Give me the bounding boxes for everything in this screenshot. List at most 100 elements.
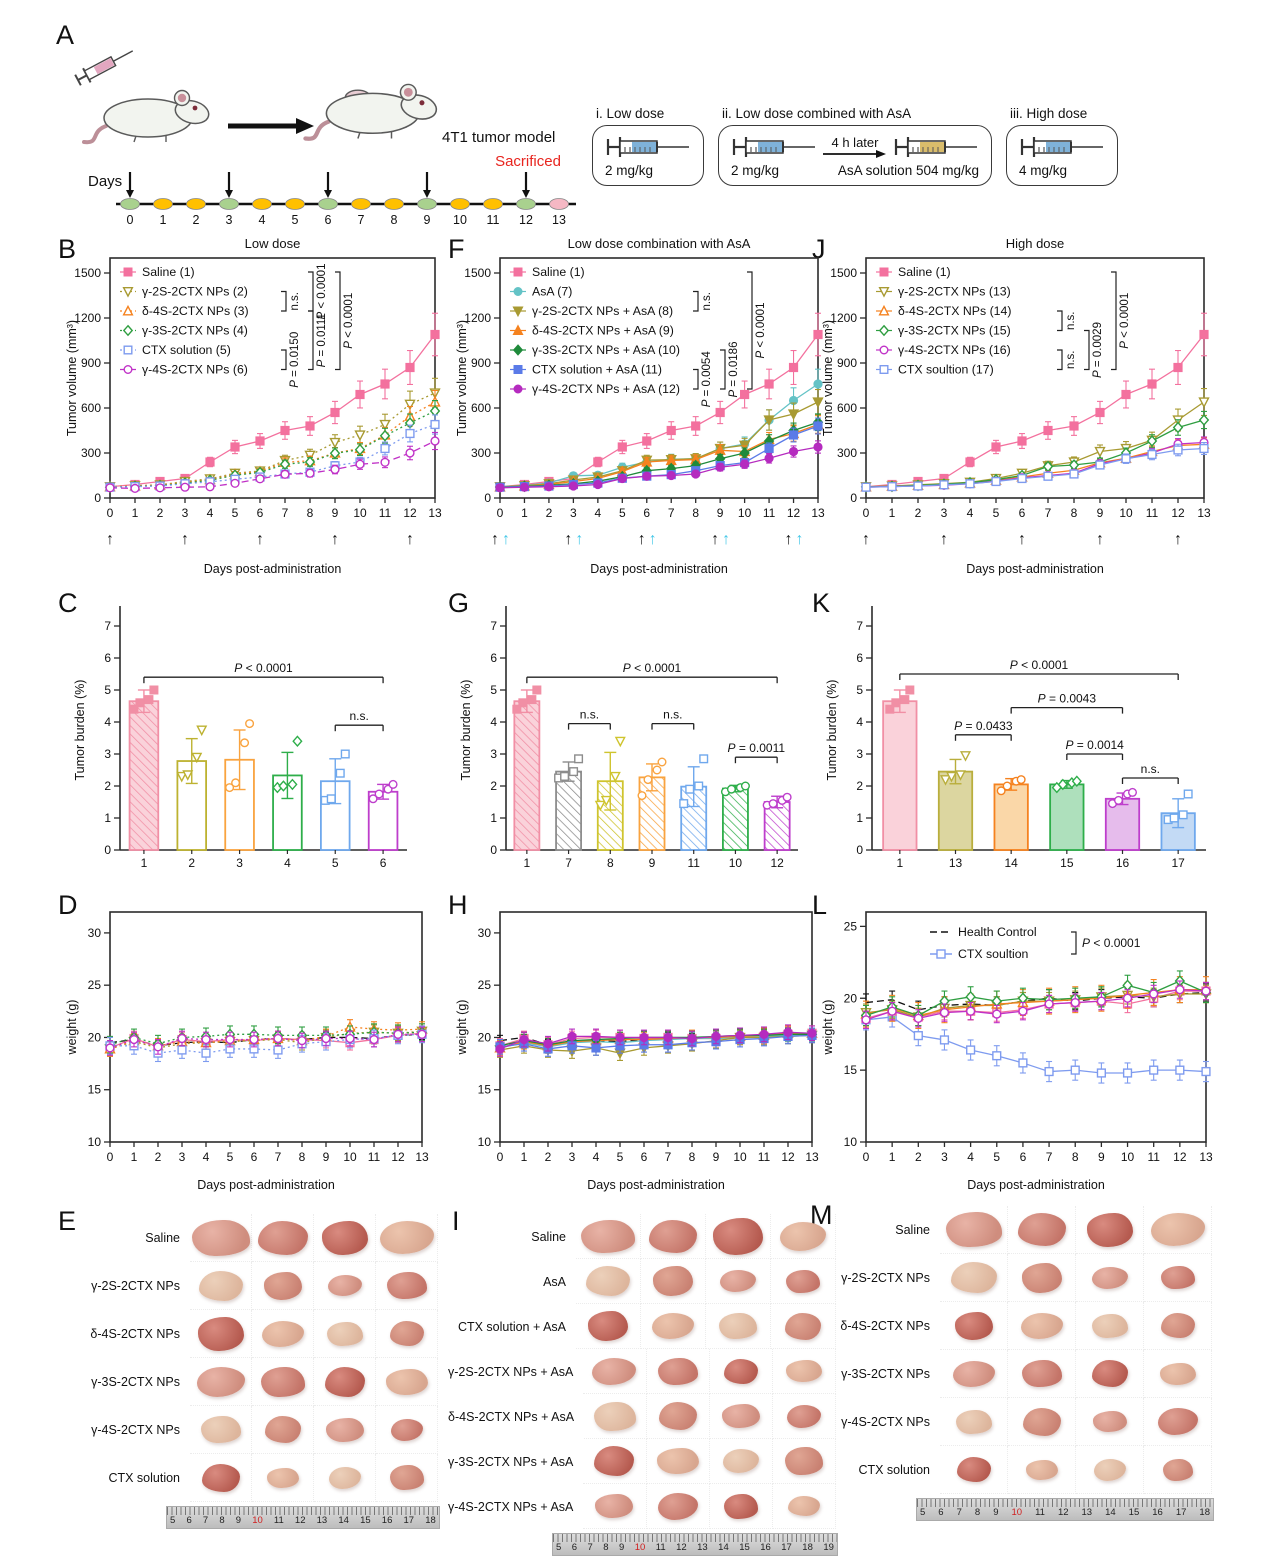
svg-text:10: 10 <box>738 506 752 520</box>
legend-item: γ-4S-2CTX NPs (16) <box>876 343 1011 357</box>
panel-b-tumor-volume-chart: 0 300 600 900 1200 1500 0 1 2 3 4 5 6 7 8 9 10 11 12 13 Low … <box>62 232 447 585</box>
series-γ-4S-2CTX NPs <box>861 980 1211 1029</box>
panel-m-tumor-photos: Saline γ-2S-2CTX NPs δ-4S-2CTX NPs γ-3S-2CT… <box>812 1206 1214 1521</box>
tumor-photo <box>1017 1213 1066 1246</box>
photo-cell <box>252 1406 314 1454</box>
bar <box>555 770 582 851</box>
legend-item: Health Control <box>930 925 1037 939</box>
timeline-day-number: 6 <box>325 213 332 226</box>
timeline-day-number: 9 <box>424 213 431 226</box>
dose-box: 4 h later 2 mg/kg AsA solution 504 mg/kg <box>718 125 992 186</box>
syringe-icon <box>732 137 815 157</box>
svg-text:7: 7 <box>282 506 289 520</box>
tumor-photo <box>1093 1458 1126 1481</box>
ruler-number: 6 <box>186 1515 192 1526</box>
svg-text:Saline (1): Saline (1) <box>532 265 585 279</box>
tumor-photo <box>785 1360 822 1382</box>
bar-category-label: 15 <box>1060 856 1074 870</box>
svg-text:1: 1 <box>132 506 139 520</box>
timeline-day-oval <box>153 198 173 210</box>
y-axis-label: Tumor burden (%) <box>459 680 473 781</box>
y-axis-label: weight (g) <box>821 1000 835 1056</box>
svg-text:3: 3 <box>856 747 863 761</box>
bar-category-label: 1 <box>524 856 531 870</box>
tumor-photo <box>950 1262 997 1293</box>
tumor-photo <box>198 1270 243 1301</box>
photo-cell <box>940 1350 1008 1398</box>
svg-text:CTX solution (5): CTX solution (5) <box>142 343 231 357</box>
photo-cell <box>772 1439 837 1484</box>
injection-arrow: ↑ <box>502 531 510 548</box>
stat-bracket <box>281 290 287 312</box>
svg-text:8: 8 <box>689 1150 696 1164</box>
photo-cell <box>376 1262 438 1310</box>
stat-bracket: n.s. <box>651 708 695 730</box>
tumor-photo <box>653 1266 693 1296</box>
tumor-photo <box>1160 1313 1195 1338</box>
bar-category-label: 7 <box>565 856 572 870</box>
photo-cell <box>1008 1446 1076 1494</box>
injection-arrow: ↑ <box>711 531 719 548</box>
tumor-photo-row: γ-3S-2CTX NPs + AsA <box>448 1439 837 1484</box>
photo-cell <box>314 1358 376 1406</box>
photo-cell <box>190 1358 252 1406</box>
bar-category-label: 10 <box>729 856 743 870</box>
svg-text:11: 11 <box>1146 506 1159 520</box>
svg-text:3: 3 <box>490 747 497 761</box>
ruler: 5 6 7 8 9 10 11 12 13 14 15 16 17 18 <box>166 1506 440 1529</box>
svg-text:9: 9 <box>332 506 339 520</box>
injection-arrow: ↑ <box>106 531 114 548</box>
legend-item: γ-4S-2CTX NPs + AsA (12) <box>510 382 680 396</box>
svg-text:P = 0.0150: P = 0.0150 <box>289 332 301 388</box>
panel-j-tumor-volume-chart: 0 300 600 900 1200 1500 0 1 2 3 4 5 6 7 8 9 10 11 12 13 High… <box>818 232 1216 585</box>
photo-cell <box>252 1262 314 1310</box>
svg-text:3: 3 <box>179 1150 186 1164</box>
tumor-photo <box>201 1463 240 1492</box>
svg-text:6: 6 <box>490 651 497 665</box>
svg-text:15: 15 <box>88 1083 102 1097</box>
photo-cell <box>190 1262 252 1310</box>
bar-category-label: 5 <box>332 856 339 870</box>
ruler-number: 9 <box>235 1515 242 1526</box>
tumor-photo-row: CTX solution + AsA <box>448 1304 836 1349</box>
panel-g-tumor-burden-chart: 0 1 2 3 4 5 6 7 Tumor burden (%) 1 7 8 9 11 10 12 P < 0.… <box>456 598 806 885</box>
svg-text:12: 12 <box>391 1150 405 1164</box>
svg-text:4: 4 <box>856 715 863 729</box>
tumor-photo <box>954 1311 993 1340</box>
tumor-photo-row: γ-4S-2CTX NPs <box>62 1406 438 1454</box>
tumor-photo <box>1021 1262 1062 1293</box>
tumor-group-label: δ-4S-2CTX NPs <box>840 1319 930 1333</box>
photo-cell <box>314 1214 376 1262</box>
stat-bracket: n.s. <box>1121 762 1179 784</box>
panel-letter-e: E <box>58 1206 77 1236</box>
x-axis-label: Days post-administration <box>590 562 728 576</box>
tumor-photo <box>1020 1312 1063 1339</box>
svg-text:P = 0.0433: P = 0.0433 <box>954 719 1013 733</box>
svg-text:12: 12 <box>781 1150 795 1164</box>
svg-text:0: 0 <box>497 1150 504 1164</box>
timeline-day-oval <box>252 198 272 210</box>
ruler-ticks <box>167 1507 439 1515</box>
svg-text:12: 12 <box>403 506 417 520</box>
arrow-icon <box>823 149 886 158</box>
legend-item: AsA (7) <box>510 285 572 299</box>
photo-cell <box>772 1349 837 1394</box>
svg-text:600: 600 <box>81 401 101 415</box>
ruler-number: 5 <box>170 1515 176 1526</box>
tumor-group-label: γ-3S-2CTX NPs + AsA <box>448 1454 574 1469</box>
photo-cell <box>641 1259 706 1304</box>
tumor-photo <box>263 1271 302 1300</box>
svg-text:2: 2 <box>545 1150 552 1164</box>
tumor-photo <box>649 1219 697 1253</box>
svg-text:20: 20 <box>844 991 858 1005</box>
photo-cell <box>1008 1398 1076 1446</box>
svg-text:30: 30 <box>88 926 102 940</box>
svg-text:Saline (1): Saline (1) <box>142 265 195 279</box>
svg-text:10: 10 <box>1121 1150 1135 1164</box>
panel-letter-h: H <box>448 890 468 920</box>
legend-item: γ-2S-2CTX NPs (13) <box>876 285 1011 299</box>
panel-letter-c: C <box>58 588 78 618</box>
ruler-number: 9 <box>993 1507 999 1518</box>
photo-cell <box>252 1214 314 1262</box>
